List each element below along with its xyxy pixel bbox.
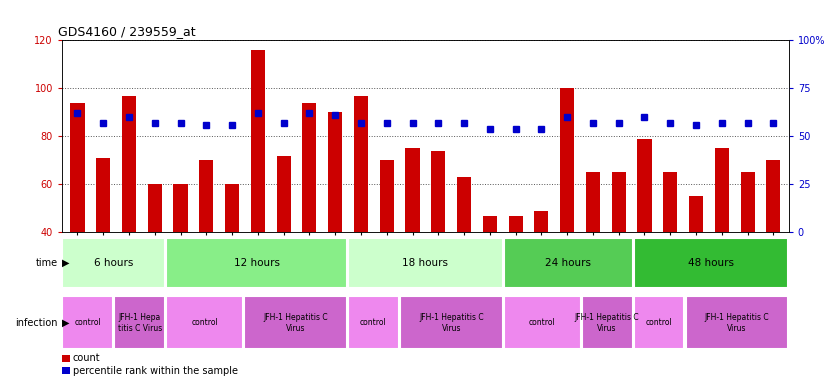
Bar bbox=[166, 296, 243, 349]
Bar bbox=[251, 50, 265, 232]
Bar bbox=[431, 151, 445, 232]
Bar bbox=[63, 238, 165, 288]
Bar bbox=[634, 296, 685, 349]
Text: time: time bbox=[36, 258, 58, 268]
Text: control: control bbox=[192, 318, 218, 327]
Bar bbox=[199, 161, 213, 232]
Bar bbox=[173, 184, 188, 232]
Text: control: control bbox=[360, 318, 387, 327]
Bar bbox=[714, 148, 729, 232]
Bar bbox=[504, 296, 581, 349]
Bar bbox=[689, 196, 703, 232]
Bar bbox=[354, 96, 368, 232]
Text: 12 hours: 12 hours bbox=[234, 258, 280, 268]
Text: GDS4160 / 239559_at: GDS4160 / 239559_at bbox=[59, 25, 196, 38]
Text: 18 hours: 18 hours bbox=[402, 258, 449, 268]
Bar bbox=[586, 172, 600, 232]
Bar bbox=[328, 112, 342, 232]
Bar bbox=[582, 296, 633, 349]
Bar bbox=[148, 184, 162, 232]
Bar bbox=[406, 148, 420, 232]
Bar bbox=[166, 238, 347, 288]
Bar bbox=[96, 158, 111, 232]
Text: 6 hours: 6 hours bbox=[94, 258, 134, 268]
Bar bbox=[114, 296, 165, 349]
Text: control: control bbox=[646, 318, 672, 327]
Bar bbox=[767, 161, 781, 232]
Bar bbox=[277, 156, 291, 232]
Bar bbox=[244, 296, 347, 349]
Text: ▶: ▶ bbox=[62, 258, 69, 268]
Text: JFH-1 Hepatitis C
Virus: JFH-1 Hepatitis C Virus bbox=[419, 313, 484, 333]
Bar bbox=[302, 103, 316, 232]
Bar bbox=[663, 172, 677, 232]
Bar bbox=[348, 296, 399, 349]
Bar bbox=[686, 296, 788, 349]
Bar bbox=[225, 184, 240, 232]
Bar bbox=[380, 161, 394, 232]
Text: JFH-1 Hepatitis C
Virus: JFH-1 Hepatitis C Virus bbox=[263, 313, 328, 333]
Bar bbox=[634, 238, 788, 288]
Bar bbox=[534, 211, 548, 232]
Text: 48 hours: 48 hours bbox=[688, 258, 734, 268]
Text: count: count bbox=[73, 353, 100, 363]
Bar bbox=[348, 238, 503, 288]
Text: control: control bbox=[529, 318, 556, 327]
Text: control: control bbox=[74, 318, 102, 327]
Bar bbox=[482, 215, 497, 232]
Bar bbox=[740, 172, 755, 232]
Bar bbox=[70, 103, 84, 232]
Bar bbox=[122, 96, 136, 232]
Text: JFH-1 Hepatitis C
Virus: JFH-1 Hepatitis C Virus bbox=[575, 313, 639, 333]
Bar bbox=[63, 296, 113, 349]
Bar bbox=[504, 238, 633, 288]
Text: JFH-1 Hepatitis C
Virus: JFH-1 Hepatitis C Virus bbox=[705, 313, 769, 333]
Bar bbox=[638, 139, 652, 232]
Text: infection: infection bbox=[16, 318, 58, 328]
Bar bbox=[611, 172, 626, 232]
Bar bbox=[560, 88, 574, 232]
Bar bbox=[457, 177, 471, 232]
Text: ▶: ▶ bbox=[62, 318, 69, 328]
Text: JFH-1 Hepa
titis C Virus: JFH-1 Hepa titis C Virus bbox=[117, 313, 162, 333]
Text: 24 hours: 24 hours bbox=[545, 258, 591, 268]
Bar bbox=[400, 296, 503, 349]
Text: percentile rank within the sample: percentile rank within the sample bbox=[73, 366, 238, 376]
Bar bbox=[509, 215, 523, 232]
